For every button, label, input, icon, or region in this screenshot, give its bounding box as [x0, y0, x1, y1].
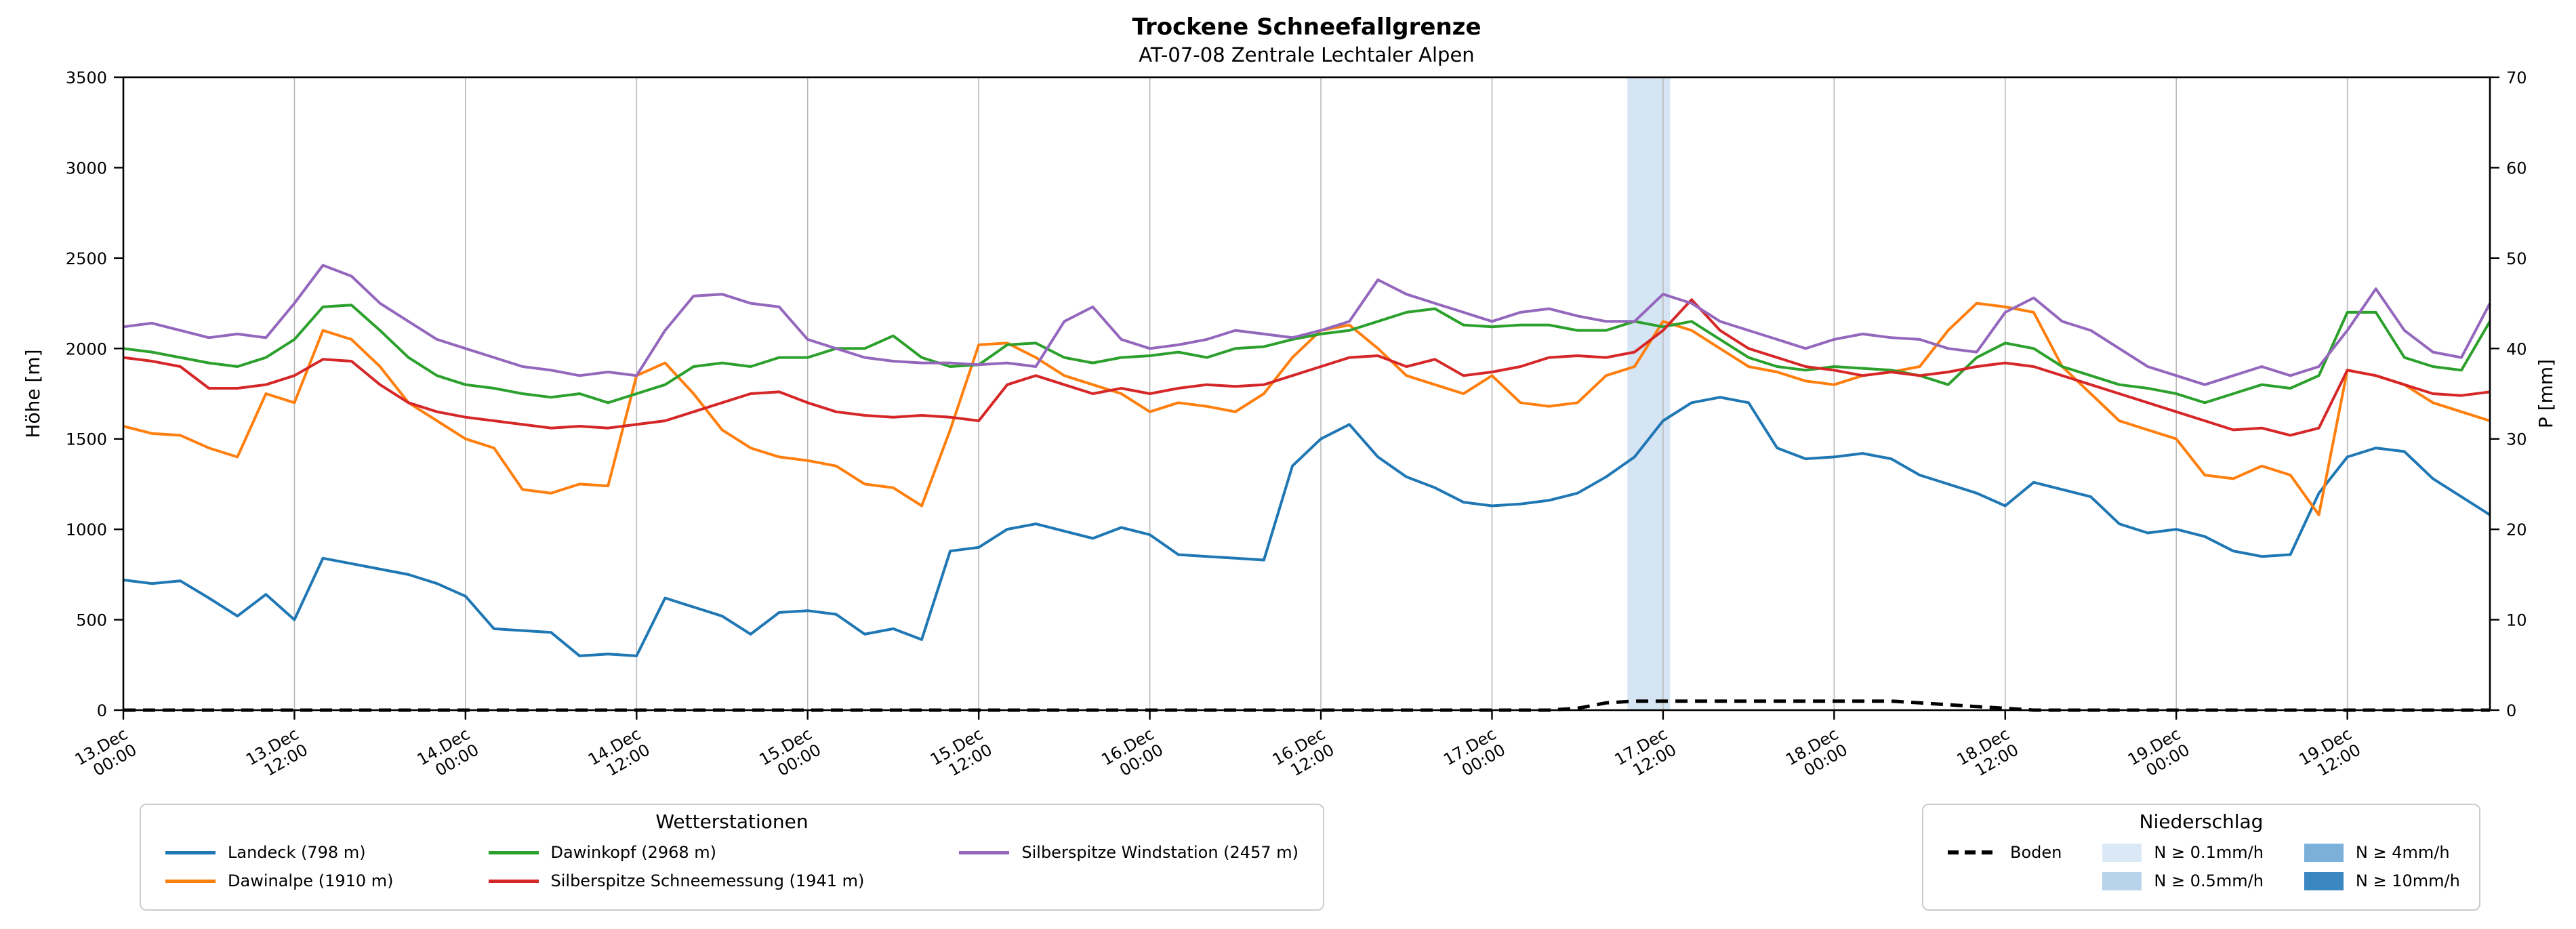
y-left-tick-label: 3500 [66, 68, 107, 87]
y-right-tick-label: 10 [2506, 611, 2527, 630]
series-line-silberspitze-windstation-2457-m [123, 264, 2491, 386]
series-line-landeck-798-m [123, 396, 2491, 657]
x-tick-label: 18.Dec00:00 [1782, 724, 1851, 785]
x-tick-label: 19.Dec00:00 [2125, 724, 2193, 785]
y-right-tick-label: 70 [2506, 68, 2527, 87]
chart-subtitle: AT-07-08 Zentrale Lechtaler Alpen [1139, 43, 1475, 66]
legend-item-n-4mm-h-label: N ≥ 4mm/h [2355, 843, 2450, 862]
legend-item-boden: Boden [1948, 843, 2062, 862]
y-right-tick-label: 60 [2506, 159, 2527, 178]
legend-item-n-0-1mm-h-label: N ≥ 0.1mm/h [2154, 843, 2264, 862]
legend-item-dawinalpe-1910-m: Dawinalpe (1910 m) [165, 871, 394, 890]
y-right-tick-label: 30 [2506, 430, 2527, 449]
y-right-tick-label: 20 [2506, 520, 2527, 539]
legend-item-silberspitze-schneemessung-1941-m-sample [488, 879, 539, 883]
x-tick-label: 18.Dec12:00 [1953, 724, 2022, 785]
legend-wetterstationen: Wetterstationen Landeck (798 m) Dawinalpe… [140, 804, 1324, 911]
legend-item-silberspitze-windstation-2457-m-sample [959, 850, 1010, 854]
x-tick-label: 15.Dec12:00 [927, 724, 996, 785]
legend-item-n-0-5mm-h: N ≥ 0.5mm/h [2102, 871, 2264, 890]
legend-item-landeck-798-m: Landeck (798 m) [165, 843, 394, 862]
legend-wetterstationen-title: Wetterstationen [655, 810, 809, 833]
x-tick-label: 17.Dec12:00 [1612, 724, 1680, 785]
legend-item-n-0-5mm-h-sample [2102, 871, 2142, 890]
y-left-tick-label: 2500 [66, 249, 107, 268]
series-line-silberspitze-schneemessung-1941-m [123, 298, 2491, 437]
legend-item-n-0-1mm-h: N ≥ 0.1mm/h [2102, 843, 2264, 862]
legend-item-dawinkopf-2968-m-label: Dawinkopf (2968 m) [550, 843, 717, 862]
legend-item-dawinalpe-1910-m-label: Dawinalpe (1910 m) [228, 871, 394, 890]
y-right-axis-label: P [mm] [2535, 359, 2557, 428]
legend-spacer [1948, 878, 1955, 884]
series-line-dawinkopf-2968-m [123, 304, 2491, 405]
legend-item-n-4mm-h: N ≥ 4mm/h [2304, 843, 2460, 862]
y-left-tick-label: 2000 [66, 339, 107, 358]
legend-item-landeck-798-m-sample [165, 850, 216, 854]
y-left-tick-label: 1500 [66, 430, 107, 449]
legend-item-dawinkopf-2968-m: Dawinkopf (2968 m) [488, 843, 865, 862]
x-tick-label: 16.Dec12:00 [1269, 724, 1338, 785]
legend-item-silberspitze-schneemessung-1941-m: Silberspitze Schneemessung (1941 m) [488, 871, 865, 890]
legend-item-dawinalpe-1910-m-sample [165, 879, 216, 883]
legend-item-boden-sample [1948, 850, 1998, 854]
x-tick-label: 16.Dec00:00 [1098, 724, 1166, 785]
legend-item-n-0-1mm-h-sample [2102, 843, 2142, 862]
legend-item-landeck-798-m-label: Landeck (798 m) [228, 843, 366, 862]
x-tick-label: 15.Dec00:00 [756, 724, 824, 785]
y-left-tick-label: 3000 [66, 159, 107, 178]
y-left-tick-label: 1000 [66, 520, 107, 539]
y-right-tick-label: 0 [2506, 701, 2516, 720]
y-left-tick-label: 500 [76, 611, 107, 630]
legend-item-boden-label: Boden [2010, 843, 2062, 862]
legend-item-n-10mm-h: N ≥ 10mm/h [2304, 871, 2460, 890]
series-line-boden [123, 699, 2490, 712]
legend-item-silberspitze-windstation-2457-m: Silberspitze Windstation (2457 m) [959, 843, 1299, 862]
y-right-tick-label: 50 [2506, 249, 2527, 268]
legend-item-n-0-5mm-h-label: N ≥ 0.5mm/h [2154, 871, 2264, 890]
legend-wetterstationen-items: Landeck (798 m) Dawinalpe (1910 m) Dawinko… [165, 838, 1299, 895]
chart-title: Trockene Schneefallgrenze [1132, 14, 1481, 41]
y-left-tick-label: 0 [97, 701, 107, 720]
legend-item-silberspitze-schneemessung-1941-m-label: Silberspitze Schneemessung (1941 m) [550, 871, 865, 890]
x-tick-label: 14.Dec12:00 [585, 724, 653, 785]
precipitation-band [1627, 77, 1671, 710]
plot-frame [122, 76, 2491, 711]
legend-niederschlag: Niederschlag Boden N ≥ 0.1mm/h N ≥ 0.5mm/h… [1922, 804, 2480, 911]
legend-item-n-4mm-h-sample [2304, 843, 2344, 862]
legend-niederschlag-items: Boden N ≥ 0.1mm/h N ≥ 0.5mm/h N ≥ 4mm/h N ≥ … [1948, 838, 2460, 895]
x-tick-label: 19.Dec12:00 [2295, 724, 2364, 785]
x-tick-label: 13.Dec00:00 [72, 724, 140, 785]
legend-item-silberspitze-windstation-2457-m-label: Silberspitze Windstation (2457 m) [1021, 843, 1299, 862]
x-tick-label: 13.Dec12:00 [243, 724, 311, 785]
legend-niederschlag-title: Niederschlag [2139, 810, 2264, 833]
x-tick-label: 14.Dec00:00 [414, 724, 483, 785]
snowfall-limit-chart: 0 500 1000 1500 2000 2500 3000 3500 0 10 20 30 40 50 6… [22, 68, 2557, 785]
series-line-dawinalpe-1910-m [123, 302, 2491, 516]
legend-item-n-10mm-h-label: N ≥ 10mm/h [2355, 871, 2460, 890]
x-tick-label: 17.Dec00:00 [1440, 724, 1509, 785]
y-right-tick-label: 40 [2506, 339, 2527, 358]
legend-item-dawinkopf-2968-m-sample [488, 850, 539, 854]
legend-item-n-10mm-h-sample [2304, 871, 2344, 890]
y-left-axis-label: Höhe [m] [22, 349, 44, 438]
